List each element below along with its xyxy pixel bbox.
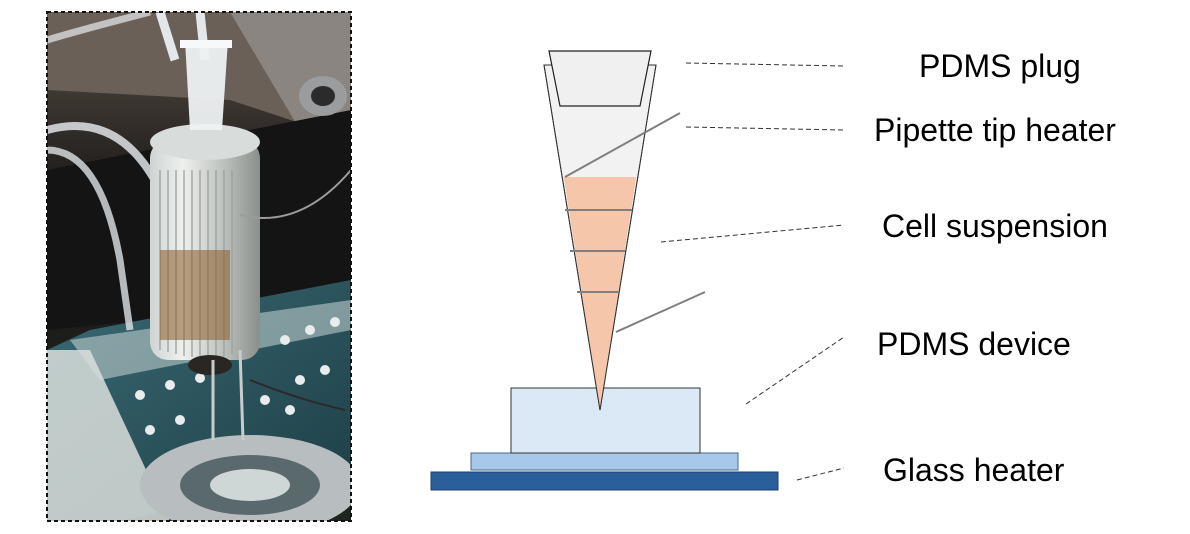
leader-lines <box>660 62 845 481</box>
label-pipette-tip-heater: Pipette tip heater <box>874 112 1116 148</box>
heater-wire <box>564 112 706 333</box>
label-cell-suspension: Cell suspension <box>882 208 1108 244</box>
setup-photo <box>47 12 351 521</box>
glass-heater-bottom-layer <box>430 471 779 491</box>
glass-heater-top-layer <box>470 452 739 471</box>
pdms-device-block <box>510 387 701 454</box>
label-glass-heater: Glass heater <box>883 452 1065 488</box>
pdms-plug <box>548 50 652 107</box>
cell-suspension-fill <box>563 177 637 410</box>
label-pdms-device: PDMS device <box>877 326 1071 362</box>
label-pdms-plug: PDMS plug <box>919 48 1081 84</box>
